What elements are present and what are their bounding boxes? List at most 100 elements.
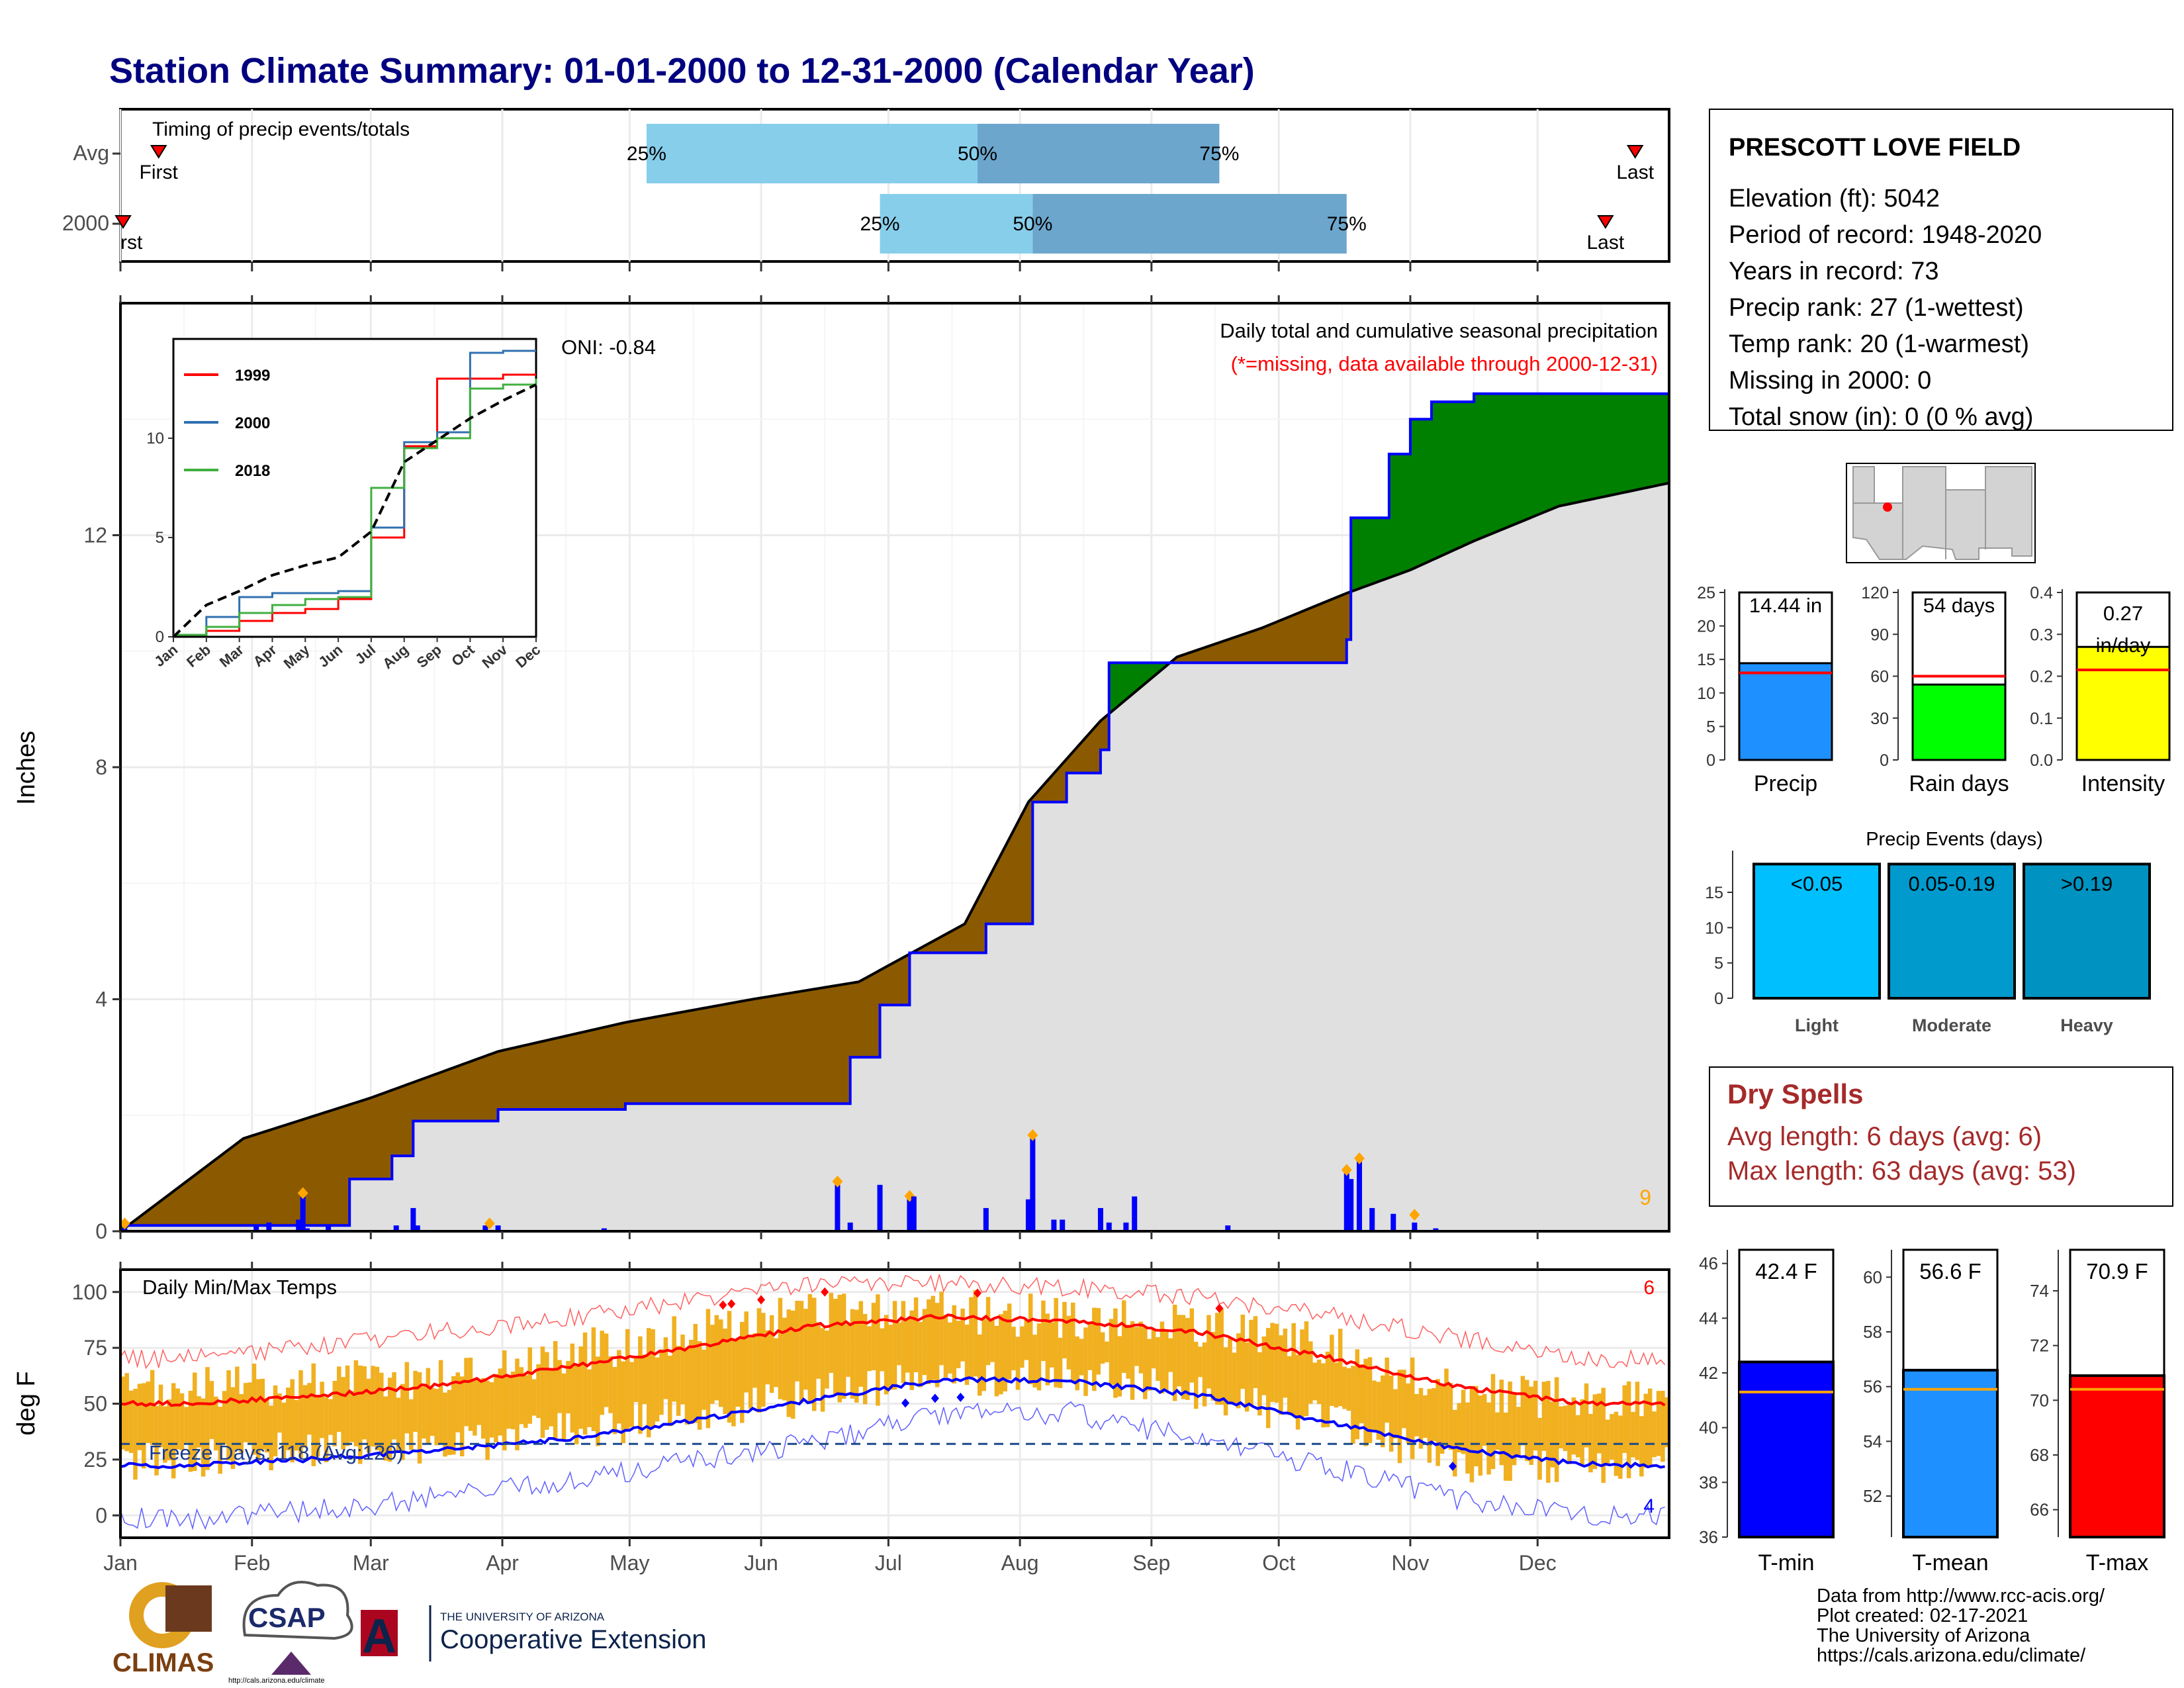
precip-deficit-area bbox=[790, 992, 796, 1104]
daily-temp-range-bar bbox=[825, 1331, 829, 1389]
precip-excess-area bbox=[1575, 393, 1580, 503]
daily-temp-range-bar bbox=[124, 1373, 129, 1452]
precip-deficit-area bbox=[510, 1047, 516, 1110]
summary-bar-tick-label: 0.4 bbox=[2030, 584, 2053, 602]
precip-deficit-area bbox=[688, 1009, 694, 1104]
daily-temp-range-bar bbox=[1181, 1315, 1186, 1399]
inset-y-tick-label: 5 bbox=[156, 529, 164, 547]
timing-rows: 25% 50% 75% First Last Avg 25% 50% 75% rst Last 200… bbox=[62, 124, 1655, 254]
precip-panel: 0 4 8 12 Inches ONI: -0.84 Daily total and … bbox=[13, 295, 1670, 1243]
month-axis: Jan Feb Mar Apr May Jun Jul Aug Sep Oct Nov Dec bbox=[103, 1262, 1557, 1575]
precip-deficit-area bbox=[701, 1007, 707, 1104]
summary-bar-tick-label: 0.0 bbox=[2030, 751, 2053, 770]
daily-temp-range-bar bbox=[973, 1289, 978, 1377]
precip-deficit-area bbox=[1338, 594, 1343, 663]
daily-temp-range-bar bbox=[396, 1397, 401, 1453]
daily-temp-range-bar bbox=[371, 1366, 375, 1447]
daily-temp-range-bar bbox=[307, 1383, 312, 1435]
daily-precip-bar bbox=[1025, 1199, 1031, 1231]
daily-temp-range-bar bbox=[549, 1368, 554, 1427]
daily-precip-bar bbox=[1097, 1207, 1103, 1231]
precip-excess-area bbox=[1367, 517, 1373, 586]
daily-precip-bar bbox=[122, 1228, 128, 1231]
temp-summary-tick-label: 56 bbox=[1863, 1377, 1882, 1397]
daily-temp-range-bar bbox=[1601, 1387, 1606, 1483]
daily-temp-range-bar bbox=[570, 1343, 575, 1433]
daily-temp-range-bar bbox=[705, 1309, 711, 1429]
daily-temp-range-bar bbox=[1253, 1316, 1258, 1389]
precip-excess-area bbox=[1117, 662, 1122, 708]
timing-first-label: First bbox=[140, 162, 179, 183]
daily-temp-range-bar bbox=[1083, 1327, 1088, 1396]
precip-deficit-area bbox=[167, 1192, 172, 1226]
record-high-marker-icon bbox=[757, 1295, 766, 1305]
summary-bar-tick-label: 0.3 bbox=[2030, 626, 2053, 644]
daily-temp-range-bar bbox=[1486, 1402, 1491, 1475]
precip-deficit-area bbox=[731, 1002, 737, 1104]
cold-days-count: 4 bbox=[1643, 1495, 1655, 1517]
precip-deficit-area bbox=[565, 1034, 571, 1110]
precip-deficit-area bbox=[201, 1166, 206, 1226]
daily-temp-range-bar bbox=[502, 1350, 507, 1451]
daily-temp-range-bar bbox=[735, 1338, 741, 1407]
precip-deficit-area bbox=[1253, 629, 1258, 663]
daily-temp-range-bar bbox=[545, 1352, 549, 1430]
precip-deficit-area bbox=[433, 1072, 439, 1122]
daily-temp-range-bar bbox=[375, 1366, 380, 1450]
daily-temp-range-bar bbox=[464, 1358, 469, 1427]
precip-deficit-area bbox=[430, 1074, 435, 1122]
daily-temp-range-bar bbox=[1372, 1380, 1377, 1432]
daily-temp-range-bar bbox=[1249, 1319, 1253, 1407]
daily-temp-range-bar bbox=[858, 1301, 864, 1387]
daily-temp-range-bar bbox=[1652, 1411, 1657, 1458]
daily-temp-range-bar bbox=[1639, 1416, 1644, 1477]
daily-temp-range-bar bbox=[1321, 1363, 1326, 1428]
temp-y-tick-label: 100 bbox=[72, 1280, 107, 1304]
station-name: PRESCOTT LOVE FIELD bbox=[1729, 134, 2021, 162]
daily-temp-range-bar bbox=[243, 1383, 248, 1442]
daily-precip-bar bbox=[1106, 1222, 1112, 1231]
daily-temp-range-bar bbox=[744, 1311, 749, 1393]
daily-temp-range-bar bbox=[1223, 1347, 1228, 1416]
precip-excess-area bbox=[1435, 401, 1441, 559]
precip-deficit-area bbox=[426, 1076, 431, 1122]
daily-temp-range-bar bbox=[201, 1398, 206, 1477]
station-info-line: Years in record: 73 bbox=[1729, 258, 1939, 285]
precip-deficit-area bbox=[629, 1020, 635, 1104]
daily-temp-range-bar bbox=[277, 1393, 282, 1433]
summary-bar-label: Rain days bbox=[1909, 771, 2009, 796]
daily-temp-range-bar bbox=[964, 1325, 970, 1385]
precip-deficit-area bbox=[1320, 601, 1326, 663]
precip-deficit-area bbox=[391, 1088, 397, 1156]
precip-excess-area bbox=[1516, 393, 1522, 524]
precip-excess-area bbox=[1397, 453, 1402, 575]
temp-summary-bar bbox=[2069, 1374, 2165, 1538]
daily-temp-range-bar bbox=[214, 1396, 218, 1451]
station-location-dot bbox=[1883, 502, 1892, 512]
precip-daily-bars bbox=[119, 1129, 1439, 1231]
precip-deficit-area bbox=[880, 967, 885, 1006]
timing-first-marker-icon bbox=[114, 215, 132, 229]
precip-deficit-area bbox=[659, 1015, 664, 1104]
daily-temp-range-bar bbox=[1312, 1362, 1317, 1401]
daily-temp-range-bar bbox=[1541, 1382, 1547, 1451]
precip-excess-area bbox=[1418, 418, 1424, 567]
inset-chart: Jan Feb Mar Apr May Jun Jul Aug Sep Oct Nov Dec0510… bbox=[146, 338, 543, 672]
daily-temp-range-bar bbox=[1529, 1386, 1533, 1466]
daily-temp-range-bar bbox=[574, 1364, 579, 1444]
precip-deficit-area bbox=[646, 1017, 651, 1104]
precip-deficit-area bbox=[260, 1131, 265, 1226]
precip-deficit-area bbox=[192, 1172, 197, 1226]
daily-temp-range-bar bbox=[1232, 1352, 1237, 1404]
precip-deficit-area bbox=[625, 1021, 630, 1104]
precip-deficit-area bbox=[375, 1094, 380, 1180]
daily-temp-range-bar bbox=[1240, 1314, 1245, 1389]
precip-excess-area bbox=[1392, 453, 1398, 577]
daily-temp-range-bar bbox=[1482, 1393, 1487, 1446]
precip-deficit-area bbox=[264, 1129, 269, 1226]
precip-deficit-area bbox=[998, 850, 1003, 925]
precip-deficit-area bbox=[400, 1085, 406, 1156]
summary-bar-tick-label: 25 bbox=[1697, 584, 1715, 602]
summary-bars: 14.44 in 0 5 10 15 20 25 Precip 54 days 0 30 60 90 12… bbox=[1697, 584, 2171, 796]
precip-deficit-area bbox=[366, 1097, 371, 1180]
